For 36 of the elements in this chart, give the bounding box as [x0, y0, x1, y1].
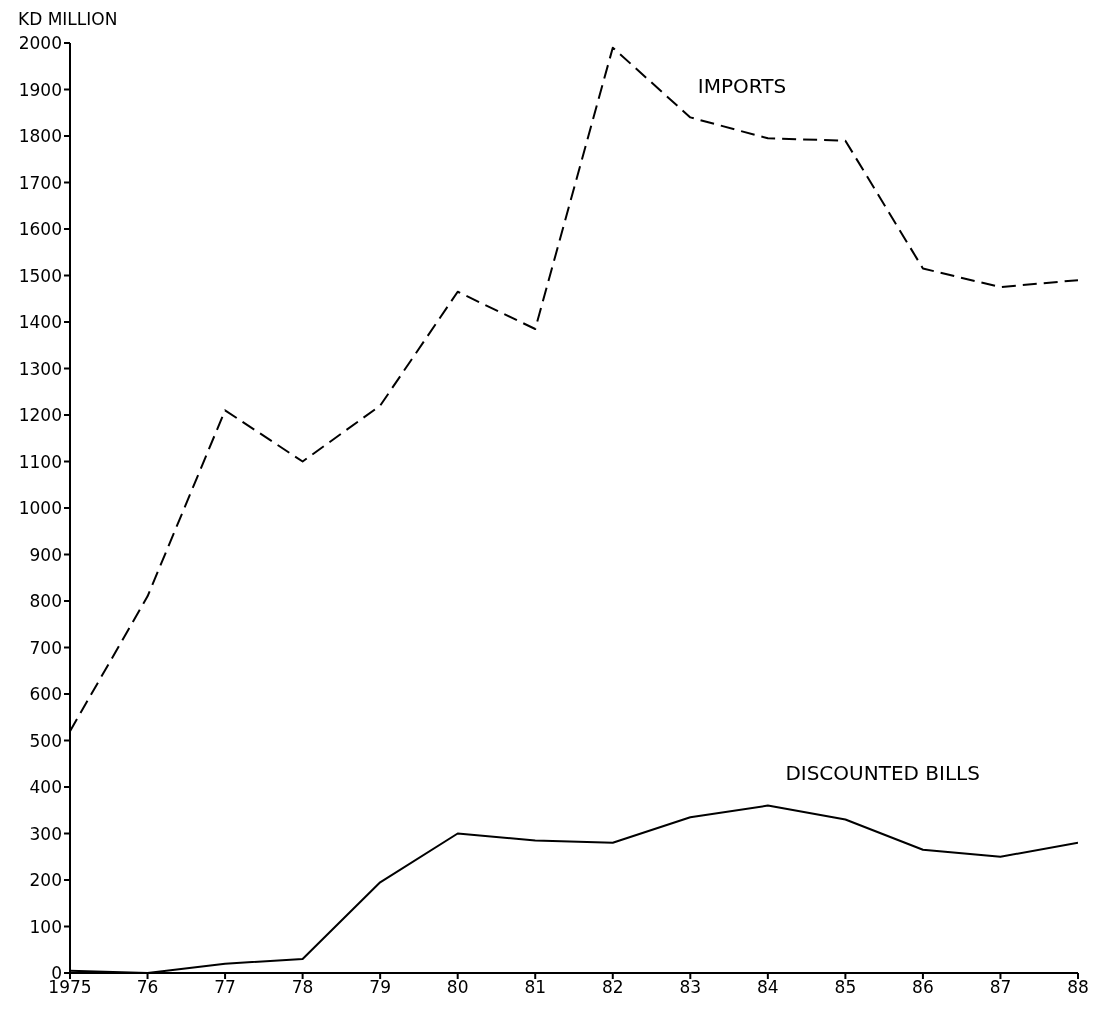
- y-tick-label: 1900: [18, 79, 62, 100]
- y-tick-label: 1400: [18, 312, 62, 333]
- x-tick-label: 79: [369, 977, 391, 998]
- y-tick-label: 1300: [18, 358, 62, 379]
- y-tick-label: 700: [29, 637, 62, 658]
- x-tick-label: 87: [989, 977, 1012, 998]
- y-tick-label: 400: [29, 777, 62, 798]
- y-tick-label: 300: [29, 823, 62, 844]
- y-tick-label: 1500: [18, 265, 62, 286]
- y-axis-title: KD MILLION: [18, 9, 118, 29]
- y-tick-label: 600: [29, 684, 62, 705]
- y-tick-label: 500: [29, 730, 62, 751]
- y-tick-label: 100: [29, 916, 62, 937]
- x-tick-label: 78: [291, 977, 314, 998]
- y-tick-label: 1800: [18, 126, 62, 147]
- y-tick-label: 200: [29, 870, 62, 891]
- series-label: IMPORTS: [697, 74, 787, 99]
- series-label: DISCOUNTED BILLS: [785, 760, 980, 785]
- x-tick-label: 76: [136, 977, 159, 998]
- x-tick-label: 83: [679, 977, 702, 998]
- y-tick-label: 2000: [18, 33, 62, 54]
- x-tick-label: 77: [214, 977, 236, 998]
- y-tick-label: 1700: [18, 172, 62, 193]
- y-tick-label: 1600: [18, 219, 62, 240]
- x-tick-label: 82: [601, 977, 624, 998]
- x-tick-label: 86: [912, 977, 934, 998]
- x-tick-label: 85: [834, 977, 857, 998]
- y-tick-label: 1200: [18, 405, 62, 426]
- x-tick-label: 88: [1067, 977, 1089, 998]
- x-tick-label: 81: [524, 977, 547, 998]
- y-tick-label: 800: [29, 591, 62, 612]
- x-tick-label: 80: [446, 977, 469, 998]
- y-tick-label: 900: [29, 544, 62, 565]
- y-tick-label: 1100: [18, 451, 62, 472]
- x-tick-label: 84: [757, 977, 779, 998]
- y-tick-label: 1000: [18, 498, 62, 519]
